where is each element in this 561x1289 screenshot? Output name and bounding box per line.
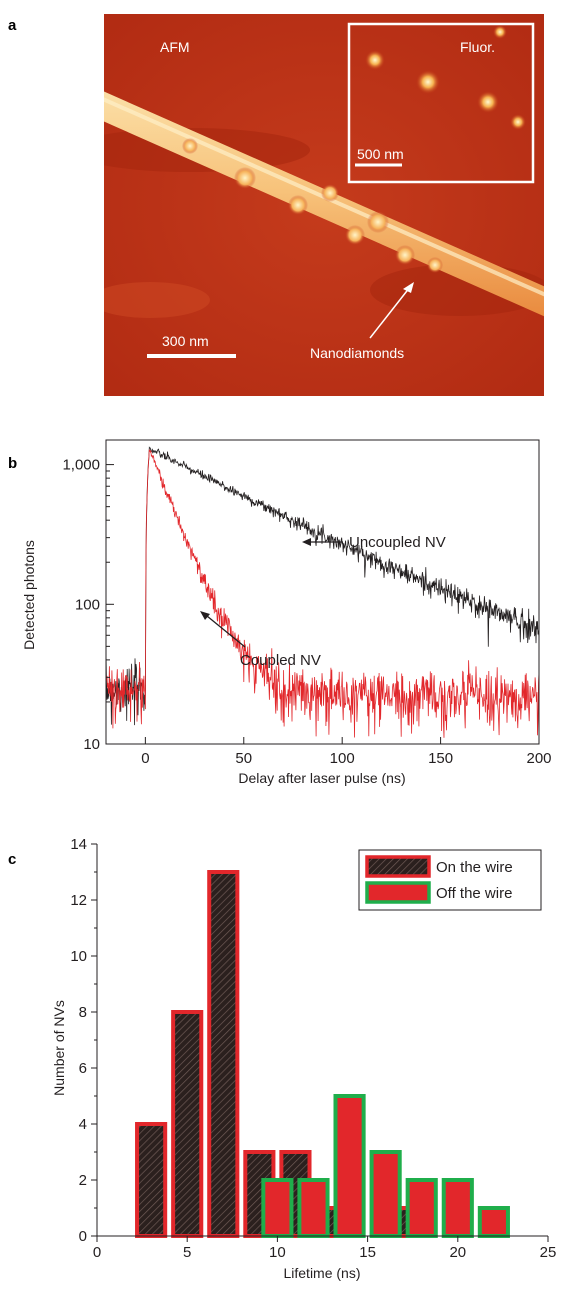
hist-x-tick-label: 20	[449, 1244, 466, 1261]
decay-chart: 0 50 100 150 200 10 100 1,000 Delay after lase…	[21, 439, 552, 786]
afm-image: AFM Fluor. 500 nm 300 nm Nanodiamonds	[104, 14, 544, 396]
decay-x-tick-label: 0	[141, 750, 149, 767]
hist-y-tick-label: 0	[79, 1228, 87, 1245]
nanodiamond	[234, 167, 256, 189]
bar-on-wire	[207, 870, 240, 1238]
hist-x-ticks: 0 5 10 15 20 25	[93, 1236, 557, 1261]
hist-x-axis-title: Lifetime (ns)	[283, 1265, 360, 1281]
lifetime-histogram: 0 5 10 15 20 25 0 2 4 6 8 10 12 14 Lifetime (ns) Num…	[51, 836, 556, 1281]
bar-off-wire	[333, 1094, 366, 1238]
fluor-spot	[510, 114, 526, 130]
fluor-spot	[493, 25, 507, 39]
hist-y-tick-label: 10	[70, 948, 87, 965]
nanodiamond	[395, 245, 415, 265]
fluor-inset-border	[347, 22, 535, 184]
panel-a-label: a	[8, 17, 17, 34]
bar-off-wire	[477, 1206, 510, 1238]
decay-x-tick-label: 200	[526, 750, 551, 767]
nanodiamond	[182, 138, 198, 154]
bar-off-wire	[261, 1178, 294, 1238]
panel-b-label: b	[8, 455, 17, 472]
hist-x-tick-label: 5	[183, 1244, 191, 1261]
hist-x-tick-label: 25	[540, 1244, 557, 1261]
fluor-spot	[416, 70, 440, 94]
uncoupled-label: Uncoupled NV	[349, 534, 446, 551]
nanodiamond	[345, 225, 365, 245]
legend-swatch-off-wire	[365, 881, 431, 904]
uncoupled-nv-trace	[106, 446, 539, 726]
nanodiamond	[427, 257, 443, 273]
legend: On the wire Off the wire	[358, 849, 542, 911]
legend-label-off-wire: Off the wire	[436, 885, 512, 902]
nanodiamond-arrow	[369, 286, 411, 339]
bar-on-wire	[171, 1010, 204, 1238]
decay-y-tick-label: 1,000	[62, 457, 100, 474]
nanodiamond	[288, 195, 308, 215]
decay-x-tick-label: 50	[235, 750, 252, 767]
decay-traces	[106, 446, 539, 738]
decay-y-axis-title: Detected photons	[21, 540, 37, 650]
afm-shading	[104, 282, 210, 318]
decay-x-tick-label: 150	[428, 750, 453, 767]
hist-y-tick-label: 4	[79, 1116, 87, 1133]
legend-swatch-on-wire	[365, 855, 431, 878]
fluor-spot	[365, 50, 385, 70]
decay-x-tick-label: 100	[330, 750, 355, 767]
histogram-bars	[135, 870, 510, 1238]
coupled-arrow	[206, 615, 246, 648]
decay-x-ticks: 0 50 100 150 200	[141, 737, 552, 767]
bar-off-wire	[369, 1150, 402, 1238]
bar-on-wire	[135, 1122, 168, 1238]
hist-y-ticks: 0 2 4 6 8 10 12 14	[70, 836, 97, 1245]
fluor-label: Fluor.	[460, 39, 495, 55]
coupled-arrowhead	[200, 611, 210, 620]
fluor-spot	[477, 91, 499, 113]
main-scale-label: 300 nm	[162, 333, 209, 349]
legend-label-on-wire: On the wire	[436, 859, 513, 876]
hist-x-tick-label: 0	[93, 1244, 101, 1261]
inset-scale-label: 500 nm	[357, 146, 404, 162]
nanodiamond	[367, 211, 389, 233]
bar-off-wire	[297, 1178, 330, 1238]
hist-y-axis-title: Number of NVs	[51, 1000, 67, 1096]
nanodiamond	[321, 184, 339, 202]
nanodiamonds-label: Nanodiamonds	[310, 345, 404, 361]
decay-y-tick-label: 100	[75, 596, 100, 613]
hist-y-tick-label: 12	[70, 892, 87, 909]
decay-x-axis-title: Delay after laser pulse (ns)	[238, 770, 405, 786]
hist-y-tick-label: 14	[70, 836, 87, 853]
bar-off-wire	[405, 1178, 438, 1238]
hist-x-tick-label: 10	[269, 1244, 286, 1261]
decay-y-ticks: 10 100 1,000	[62, 457, 114, 753]
hist-y-tick-label: 2	[79, 1172, 87, 1189]
panel-c-label: c	[8, 851, 16, 868]
coupled-label: Coupled NV	[240, 652, 321, 669]
nanodiamond-arrowhead	[403, 282, 414, 293]
decay-plot-frame	[105, 439, 540, 745]
decay-y-tick-label: 10	[83, 736, 100, 753]
hist-y-tick-label: 6	[79, 1060, 87, 1077]
coupled-nv-trace	[106, 449, 539, 738]
afm-label: AFM	[160, 39, 190, 55]
hist-y-tick-label: 8	[79, 1004, 87, 1021]
hist-x-tick-label: 15	[359, 1244, 376, 1261]
bar-off-wire	[441, 1178, 474, 1238]
uncoupled-arrowhead	[302, 538, 311, 546]
